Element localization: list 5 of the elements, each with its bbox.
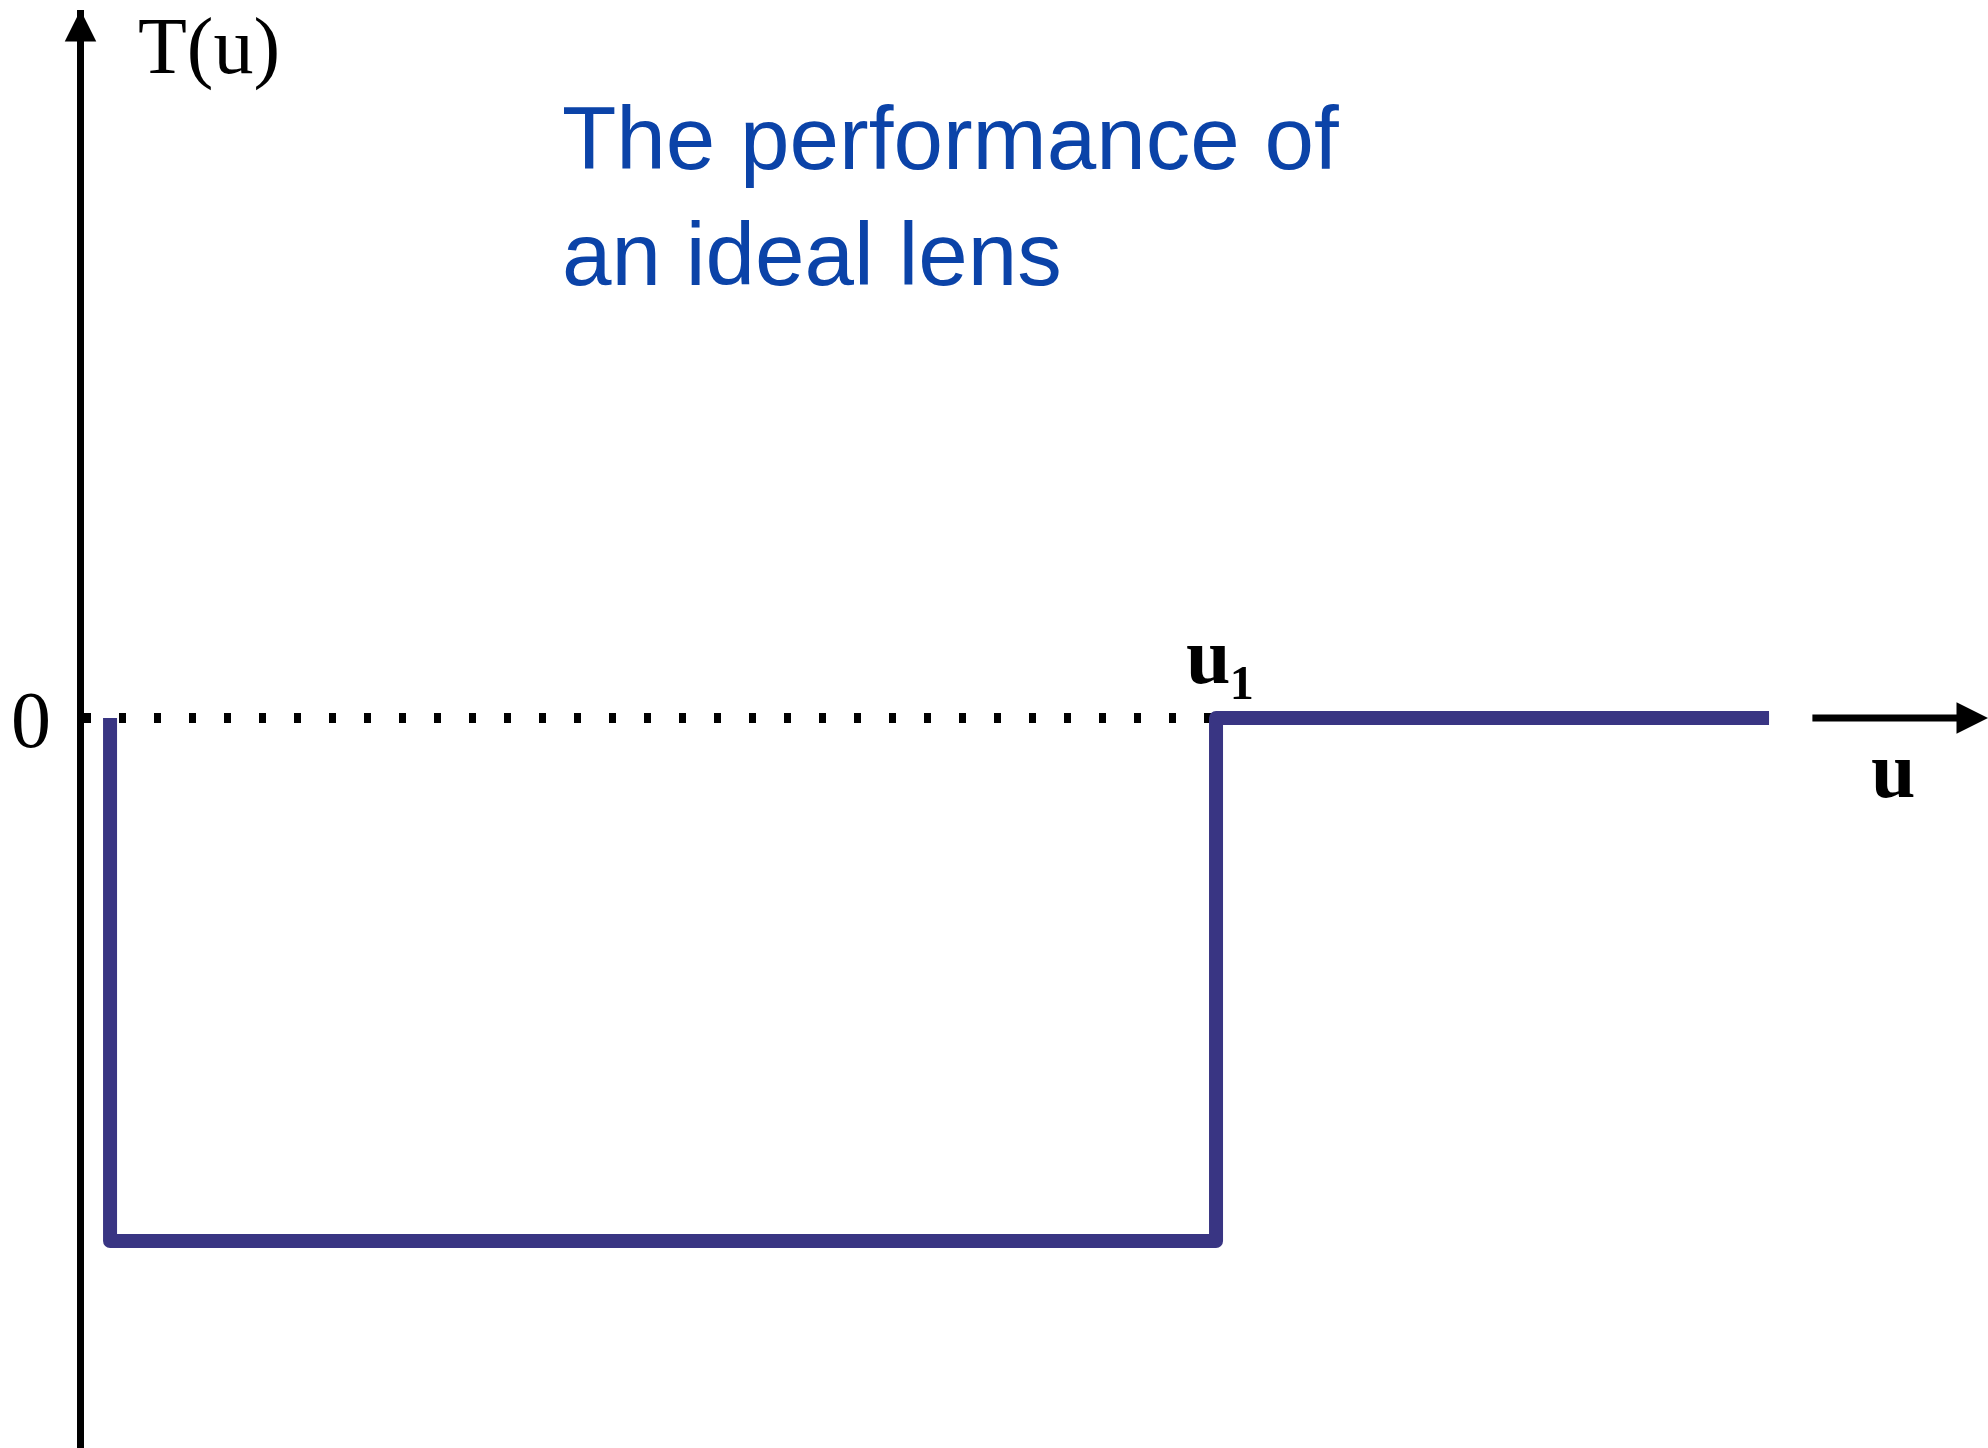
chart-title: The performance of an ideal lens [562,88,1339,305]
text: T(u) [138,2,281,91]
text: 0 [11,676,51,764]
text: u₁ [1186,612,1255,700]
x-axis-title: u [1871,726,1916,814]
